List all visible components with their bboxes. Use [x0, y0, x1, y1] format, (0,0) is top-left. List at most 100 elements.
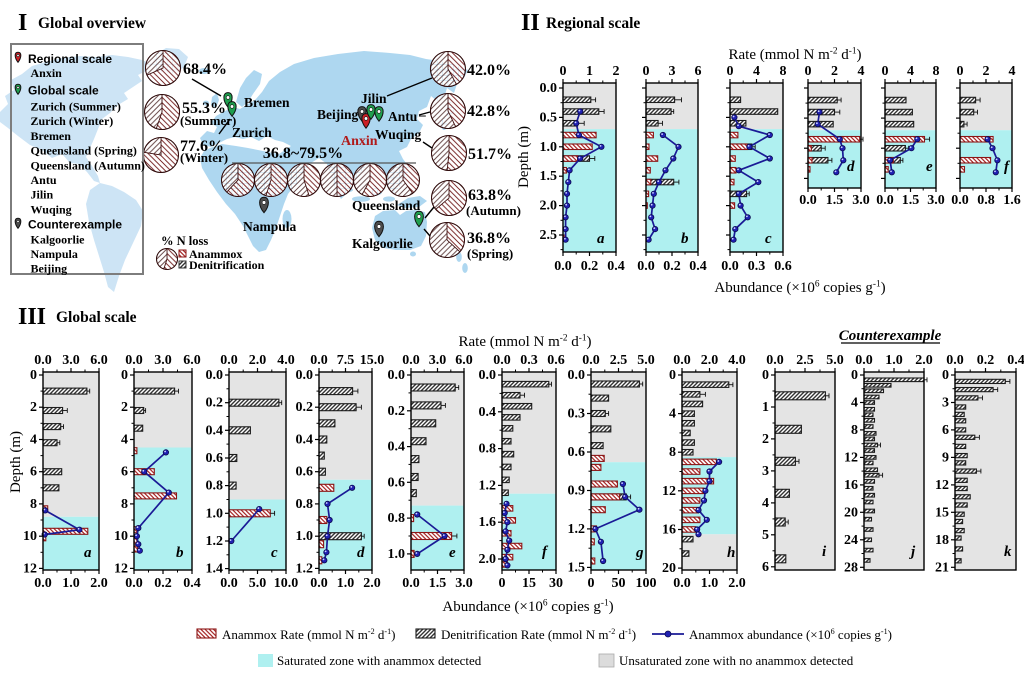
svg-text:2.0: 2.0: [728, 576, 746, 591]
svg-text:12: 12: [935, 478, 949, 493]
svg-text:1.0: 1.0: [206, 506, 224, 521]
svg-text:6.0: 6.0: [183, 353, 201, 368]
svg-text:0.0: 0.0: [388, 368, 406, 383]
svg-text:8: 8: [780, 64, 787, 79]
svg-text:1.6: 1.6: [1003, 193, 1021, 208]
svg-text:Anammox Rate (mmol N m-2​ d-1​: Anammox Rate (mmol N m-2​ d-1​): [222, 627, 395, 642]
svg-text:6.0: 6.0: [90, 353, 108, 368]
svg-text:d: d: [847, 159, 855, 175]
svg-text:0: 0: [121, 368, 128, 383]
svg-text:2.0: 2.0: [540, 199, 558, 214]
svg-text:1.2: 1.2: [206, 534, 224, 549]
svg-text:0.0: 0.0: [34, 576, 52, 591]
svg-text:15.0: 15.0: [360, 353, 385, 368]
svg-text:36.8~79.5%: 36.8~79.5%: [263, 145, 343, 162]
svg-text:0.0: 0.0: [206, 368, 224, 383]
svg-text:0.0: 0.0: [34, 353, 52, 368]
svg-text:20: 20: [662, 561, 676, 576]
svg-text:10.0: 10.0: [274, 576, 299, 591]
svg-text:0.3: 0.3: [520, 353, 538, 368]
svg-text:6: 6: [121, 465, 128, 480]
svg-text:Anxin: Anxin: [31, 66, 63, 80]
svg-text:0.0: 0.0: [220, 576, 238, 591]
svg-text:0.8: 0.8: [479, 442, 497, 457]
svg-text:0.0: 0.0: [568, 368, 586, 383]
svg-text:0.0: 0.0: [479, 368, 497, 383]
svg-text:Queensland (Spring): Queensland (Spring): [31, 144, 137, 158]
svg-text:1.2: 1.2: [568, 522, 586, 537]
svg-text:1.0: 1.0: [296, 529, 314, 544]
svg-text:0.0: 0.0: [799, 193, 817, 208]
svg-text:0.3: 0.3: [568, 407, 586, 422]
svg-text:63.8%: 63.8%: [468, 187, 512, 204]
svg-text:III: III: [18, 304, 46, 330]
svg-text:7.5: 7.5: [337, 353, 355, 368]
svg-text:0.6: 0.6: [206, 451, 224, 466]
svg-text:18: 18: [935, 533, 949, 548]
svg-text:Anammox: Anammox: [189, 247, 242, 261]
svg-text:0.0: 0.0: [582, 353, 600, 368]
svg-text:0.4: 0.4: [206, 423, 224, 438]
svg-text:6.0: 6.0: [455, 353, 473, 368]
svg-text:(Spring): (Spring): [467, 246, 513, 261]
svg-text:i: i: [822, 544, 827, 560]
svg-text:4: 4: [1009, 64, 1016, 79]
svg-text:0.0: 0.0: [721, 259, 739, 274]
svg-text:5: 5: [762, 528, 769, 543]
svg-text:21: 21: [935, 560, 949, 575]
svg-text:0.0: 0.0: [125, 353, 143, 368]
svg-text:(Summer): (Summer): [180, 113, 236, 128]
svg-text:Regional scale: Regional scale: [28, 52, 112, 66]
svg-text:Beijing: Beijing: [31, 262, 68, 276]
svg-text:2.0: 2.0: [249, 353, 267, 368]
svg-text:6: 6: [695, 64, 702, 79]
svg-text:0.0: 0.0: [946, 353, 964, 368]
svg-text:0.0: 0.0: [125, 576, 143, 591]
svg-text:Antu: Antu: [31, 173, 57, 187]
svg-text:–: –: [418, 107, 426, 122]
svg-text:0.4: 0.4: [607, 259, 625, 274]
svg-text:c: c: [765, 231, 772, 247]
svg-text:0: 0: [762, 368, 769, 383]
svg-text:28: 28: [844, 560, 858, 575]
svg-text:0.0: 0.0: [673, 353, 691, 368]
svg-text:Nampula: Nampula: [243, 219, 297, 234]
svg-text:Global overview: Global overview: [38, 15, 147, 32]
svg-text:f: f: [1004, 159, 1011, 175]
svg-text:Rate (mmol N m-2​ d-1​): Rate (mmol N m-2​ d-1​): [459, 333, 592, 350]
svg-text:2.0: 2.0: [90, 576, 108, 591]
svg-text:0: 0: [851, 368, 858, 383]
svg-text:100: 100: [636, 576, 657, 591]
svg-text:2: 2: [121, 400, 128, 415]
svg-text:0.4: 0.4: [388, 440, 406, 455]
svg-text:3.0: 3.0: [429, 353, 447, 368]
svg-text:4: 4: [851, 396, 858, 411]
svg-text:0.0: 0.0: [310, 576, 328, 591]
svg-text:15: 15: [935, 505, 949, 520]
svg-text:4: 4: [753, 64, 760, 79]
svg-text:0.6: 0.6: [388, 475, 406, 490]
svg-text:Counterexample: Counterexample: [28, 218, 122, 232]
svg-text:Jilin: Jilin: [361, 91, 387, 106]
svg-text:42.0%: 42.0%: [467, 62, 511, 79]
svg-text:0.2: 0.2: [154, 576, 172, 591]
svg-text:42.8%: 42.8%: [467, 103, 511, 120]
svg-text:0.0: 0.0: [310, 353, 328, 368]
svg-text:0.6: 0.6: [547, 353, 565, 368]
svg-text:b: b: [681, 231, 689, 247]
svg-text:0: 0: [957, 64, 964, 79]
svg-text:36.8%: 36.8%: [467, 230, 511, 247]
svg-text:Depth (m): Depth (m): [8, 431, 24, 493]
svg-text:1: 1: [586, 64, 593, 79]
svg-text:5.0: 5.0: [826, 353, 844, 368]
svg-text:0.0: 0.0: [766, 353, 784, 368]
svg-text:0.6: 0.6: [296, 465, 314, 480]
svg-text:Wuqing: Wuqing: [375, 127, 422, 142]
svg-text:0.4: 0.4: [1007, 353, 1024, 368]
svg-text:Nampula: Nampula: [31, 247, 78, 261]
svg-text:II: II: [521, 10, 540, 36]
svg-text:0.9: 0.9: [568, 484, 586, 499]
svg-text:30: 30: [549, 576, 563, 591]
svg-text:c: c: [271, 545, 278, 561]
svg-text:0.6: 0.6: [774, 259, 792, 274]
